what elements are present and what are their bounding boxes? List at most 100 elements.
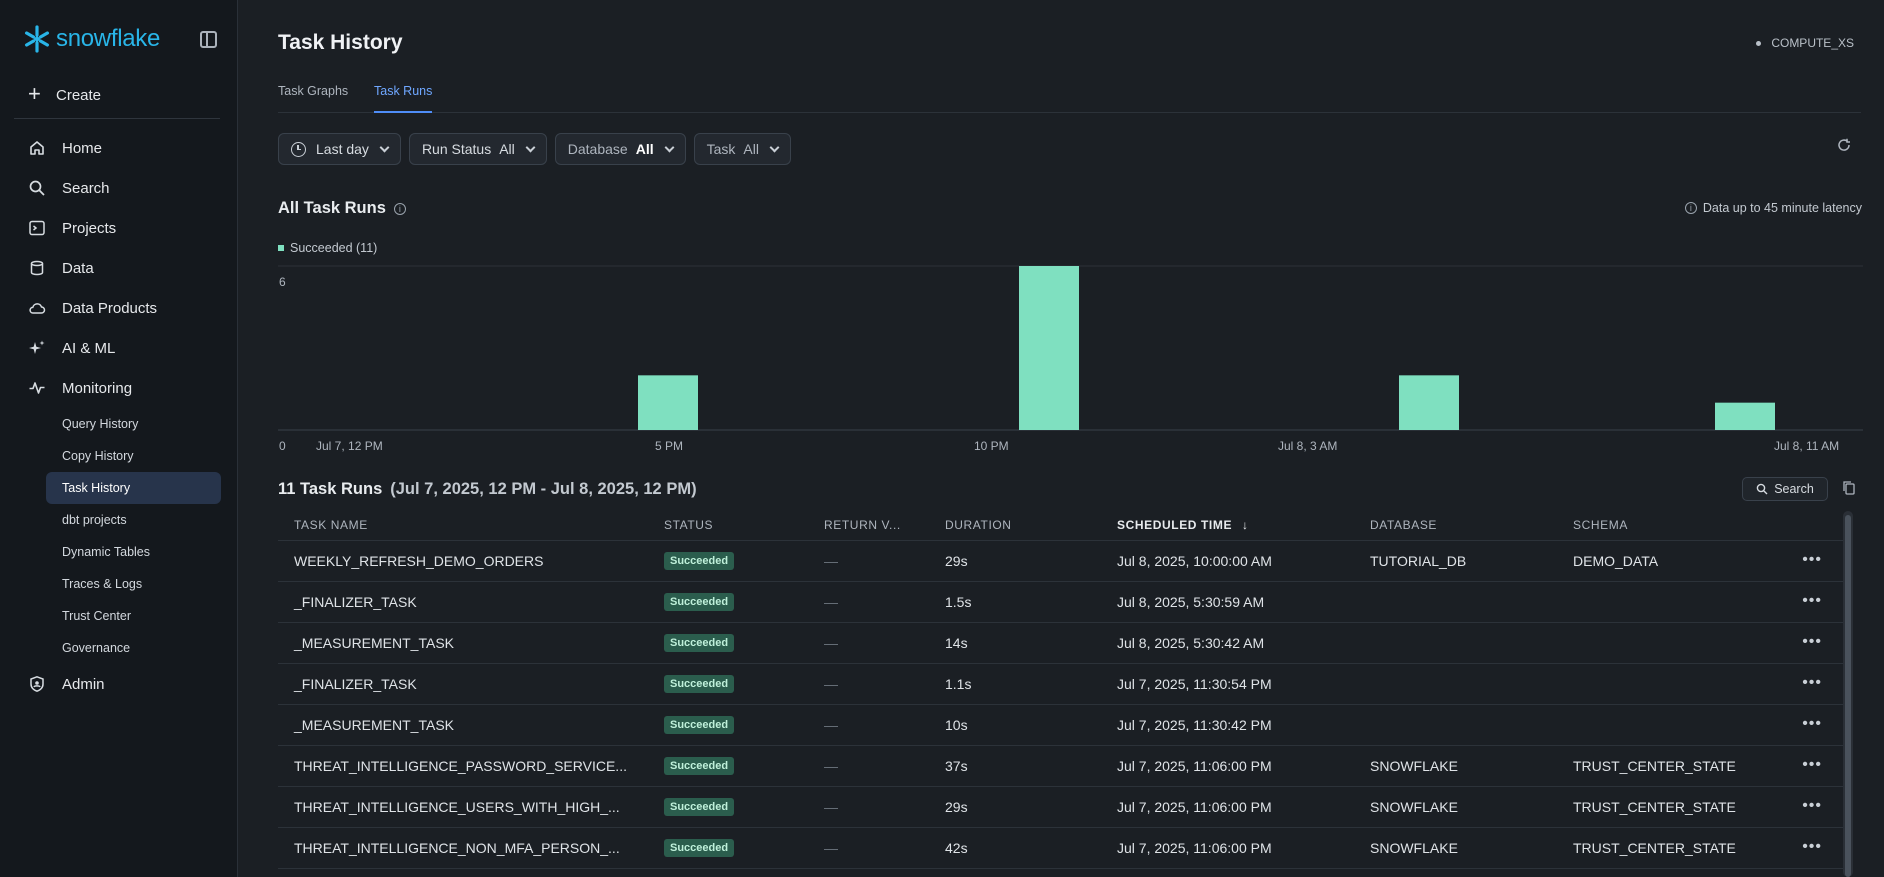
filter-value: All [499, 141, 515, 157]
terminal-icon [29, 220, 45, 236]
schema-cell: TRUST_CENTER_STATE [1573, 840, 1736, 856]
more-actions-icon[interactable]: ••• [1802, 715, 1822, 732]
x-tick-label: 5 PM [655, 439, 683, 453]
duration-cell: 29s [945, 799, 968, 815]
database-filter[interactable]: Database All [554, 133, 686, 165]
chart-legend[interactable]: Succeeded (11) [278, 241, 377, 255]
more-actions-icon[interactable]: ••• [1802, 674, 1822, 691]
warehouse-name: COMPUTE_XS [1771, 36, 1854, 50]
chart-title: All Task Runs [278, 199, 386, 217]
return-value-cell: — [824, 840, 838, 856]
tab-task-runs[interactable]: Task Runs [374, 84, 433, 113]
column-header-scheduled-time[interactable]: SCHEDULED TIME ↓ [1117, 518, 1249, 532]
runs-count: 11 Task Runs [278, 480, 383, 498]
table-row[interactable]: _FINALIZER_TASK Succeeded — 1.5s Jul 8, 2025… [278, 582, 1846, 623]
copy-icon[interactable] [1842, 480, 1856, 496]
table-row[interactable]: THREAT_INTELLIGENCE_USERS_WITH_HIGH_... S… [278, 787, 1846, 828]
y-tick-label: 0 [279, 439, 286, 453]
scheduled-time-cell: Jul 7, 2025, 11:30:54 PM [1117, 676, 1272, 692]
database-cell: SNOWFLAKE [1370, 799, 1458, 815]
status-badge: Succeeded [664, 798, 735, 816]
runs-title: 11 Task Runs (Jul 7, 2025, 12 PM - Jul 8,… [278, 480, 697, 499]
status-badge: Succeeded [664, 839, 735, 857]
duration-cell: 1.5s [945, 594, 972, 610]
more-actions-icon[interactable]: ••• [1802, 756, 1822, 773]
more-actions-icon[interactable]: ••• [1802, 551, 1822, 568]
sidebar-item-copy-history[interactable]: Copy History [46, 440, 221, 472]
search-button[interactable]: Search [1742, 477, 1828, 501]
snowflake-logo[interactable]: snowflake [22, 22, 222, 56]
refresh-icon[interactable] [1836, 137, 1852, 153]
sidebar-item-projects[interactable]: Projects [28, 216, 116, 240]
duration-cell: 10s [945, 717, 968, 733]
table-row[interactable]: WEEKLY_REFRESH_DEMO_ORDERS Succeeded — 29s J… [278, 541, 1846, 582]
scheduled-time-cell: Jul 7, 2025, 11:30:42 PM [1117, 717, 1272, 733]
table-scrollbar[interactable] [1843, 511, 1853, 877]
sidebar-collapse-icon[interactable] [200, 31, 217, 48]
scheduled-time-cell: Jul 7, 2025, 11:06:00 PM [1117, 758, 1272, 774]
column-header-database[interactable]: DATABASE [1370, 518, 1438, 532]
search-icon [29, 180, 45, 196]
shield-icon [30, 676, 44, 692]
sidebar-item-dynamic-tables[interactable]: Dynamic Tables [46, 536, 221, 568]
filter-label: Task [706, 141, 736, 157]
task-runs-table: TASK NAME STATUS RETURN V... DURATION SC… [278, 511, 1846, 869]
more-actions-icon[interactable]: ••• [1802, 633, 1822, 650]
legend-label: Succeeded (11) [290, 241, 378, 255]
sidebar-item-search[interactable]: Search [28, 176, 110, 200]
table-row[interactable]: _MEASUREMENT_TASK Succeeded — 14s Jul 8, 202… [278, 623, 1846, 664]
column-header-return-value[interactable]: RETURN V... [824, 518, 901, 532]
sidebar-item-governance[interactable]: Governance [46, 632, 221, 664]
snowflake-logo-icon [24, 25, 49, 53]
sidebar-item-home[interactable]: Home [28, 136, 102, 160]
sidebar-item-traces-logs[interactable]: Traces & Logs [46, 568, 221, 600]
more-actions-icon[interactable]: ••• [1802, 797, 1822, 814]
sidebar-item-trust-center[interactable]: Trust Center [46, 600, 221, 632]
run-status-filter[interactable]: Run Status All [408, 133, 547, 165]
chevron-down-icon [525, 142, 536, 152]
column-header-schema[interactable]: SCHEMA [1573, 518, 1628, 532]
activity-icon [29, 382, 45, 394]
sidebar-item-monitoring[interactable]: Monitoring [28, 376, 132, 400]
return-value-cell: — [824, 758, 838, 774]
column-header-duration[interactable]: DURATION [945, 518, 1012, 532]
sidebar-item-task-history[interactable]: Task History [46, 472, 221, 504]
sidebar-item-data-products[interactable]: Data Products [28, 296, 157, 320]
sidebar-item-query-history[interactable]: Query History [46, 408, 221, 440]
task-name-cell: _MEASUREMENT_TASK [294, 717, 454, 733]
sidebar-divider [14, 118, 220, 119]
sidebar-item-label: Admin [62, 675, 105, 693]
create-label: Create [56, 87, 102, 104]
task-filter[interactable]: Task All [693, 133, 791, 165]
column-header-status[interactable]: STATUS [664, 518, 714, 532]
more-actions-icon[interactable]: ••• [1802, 838, 1822, 855]
task-name-cell: _FINALIZER_TASK [294, 594, 417, 610]
tab-bar: Task Graphs Task Runs [278, 84, 1861, 113]
table-body: WEEKLY_REFRESH_DEMO_ORDERS Succeeded — 29s J… [278, 541, 1846, 869]
sidebar-item-admin[interactable]: Admin [28, 672, 105, 696]
sidebar-item-label: Traces & Logs [62, 577, 143, 591]
sidebar-item-label: Dynamic Tables [62, 545, 151, 559]
column-header-task-name[interactable]: TASK NAME [294, 518, 368, 532]
task-name-cell: THREAT_INTELLIGENCE_USERS_WITH_HIGH_... [294, 799, 620, 815]
home-icon [30, 141, 44, 155]
info-icon[interactable]: i [393, 202, 406, 215]
more-actions-icon[interactable]: ••• [1802, 592, 1822, 609]
time-range-filter[interactable]: Last day [278, 133, 401, 165]
warehouse-selector[interactable]: COMPUTE_XS [1756, 36, 1854, 50]
task-name-cell: WEEKLY_REFRESH_DEMO_ORDERS [294, 553, 544, 569]
sidebar-item-data[interactable]: Data [28, 256, 94, 280]
table-row[interactable]: _MEASUREMENT_TASK Succeeded — 10s Jul 7, 202… [278, 705, 1846, 746]
table-row[interactable]: _FINALIZER_TASK Succeeded — 1.1s Jul 7, 2025… [278, 664, 1846, 705]
sidebar-item-dbt-projects[interactable]: dbt projects [46, 504, 221, 536]
scrollbar-thumb[interactable] [1845, 515, 1851, 877]
database-icon [30, 260, 44, 276]
tab-task-graphs[interactable]: Task Graphs [278, 84, 349, 98]
table-row[interactable]: THREAT_INTELLIGENCE_PASSWORD_SERVICE... S… [278, 746, 1846, 787]
sidebar: snowflake + Create Home Search Projects … [0, 0, 238, 877]
table-row[interactable]: THREAT_INTELLIGENCE_NON_MFA_PERSON_... Su… [278, 828, 1846, 869]
sidebar-item-ai-ml[interactable]: AI & ML [28, 336, 115, 360]
return-value-cell: — [824, 799, 838, 815]
create-button[interactable]: + Create [28, 81, 102, 107]
sparkle-icon [29, 340, 45, 354]
